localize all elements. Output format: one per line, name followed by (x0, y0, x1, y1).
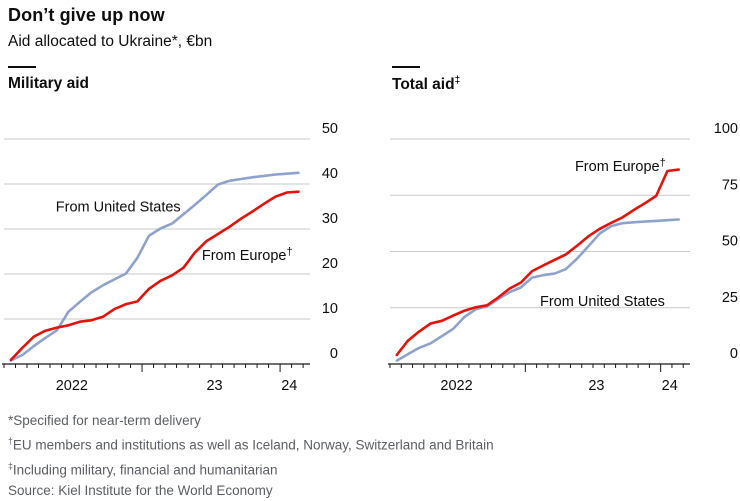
x-tick-label-24: 24 (662, 378, 678, 394)
y-tick-label-50: 50 (322, 121, 338, 137)
chart-total-aid: 0 25 50 75 100 2022 23 24 From Europe† From Unite… (388, 121, 738, 394)
y-tick-label-50: 50 (722, 234, 738, 250)
panel-title-total-aid: Total aid‡ (392, 75, 461, 94)
y-tick-label-10: 10 (322, 301, 338, 317)
footnotes-block: *Specified for near-term delivery †EU me… (8, 410, 494, 501)
source-line: Source: Kiel Institute for the World Eco… (8, 483, 273, 498)
panel-header-total-aid: Total aid‡ (392, 66, 460, 94)
y-tick-label-100: 100 (714, 121, 738, 137)
panel-rule (8, 66, 36, 68)
panel-header-military-aid: Military aid (8, 66, 89, 93)
x-tick-label-2022: 2022 (56, 378, 88, 394)
x-tick-label-2022: 2022 (440, 378, 472, 394)
panel-title-military-aid: Military aid (8, 75, 89, 92)
y-tick-label-25: 25 (722, 290, 738, 306)
series-label-from-europe: From Europe† (575, 157, 666, 175)
charts-canvas: 0 10 20 30 40 50 2022 23 24 From United States Fro… (2, 121, 738, 394)
chart-military-aid: 0 10 20 30 40 50 2022 23 24 From United States Fro… (2, 121, 338, 394)
series-label-from-united-states: From United States (540, 294, 665, 310)
y-tick-label-40: 40 (322, 166, 338, 182)
panel-rule (392, 66, 420, 68)
footnote-total-definition: ‡Including military, financial and human… (8, 460, 278, 478)
footnote-europe-definition: †EU members and institutions as well as … (8, 436, 494, 453)
footnote-near-term: *Specified for near-term delivery (8, 413, 201, 428)
y-tick-label-30: 30 (322, 211, 338, 227)
y-tick-label-75: 75 (722, 177, 738, 193)
x-tick-label-24: 24 (281, 378, 297, 394)
series-line-from-europe (9, 190, 300, 362)
y-tick-label-20: 20 (322, 256, 338, 272)
x-tick-label-23: 23 (206, 378, 222, 394)
figure-subtitle: Aid allocated to Ukraine*, €bn (8, 33, 213, 50)
series-label-from-europe: From Europe† (202, 246, 293, 264)
y-tick-label-0: 0 (730, 346, 738, 362)
series-line-from-europe (395, 168, 681, 357)
series-label-from-united-states: From United States (56, 200, 181, 216)
y-tick-label-0: 0 (330, 346, 338, 362)
x-tick-label-23: 23 (588, 378, 604, 394)
series-line-from-united-states (395, 218, 681, 362)
figure-title: Don’t give up now (8, 5, 165, 25)
